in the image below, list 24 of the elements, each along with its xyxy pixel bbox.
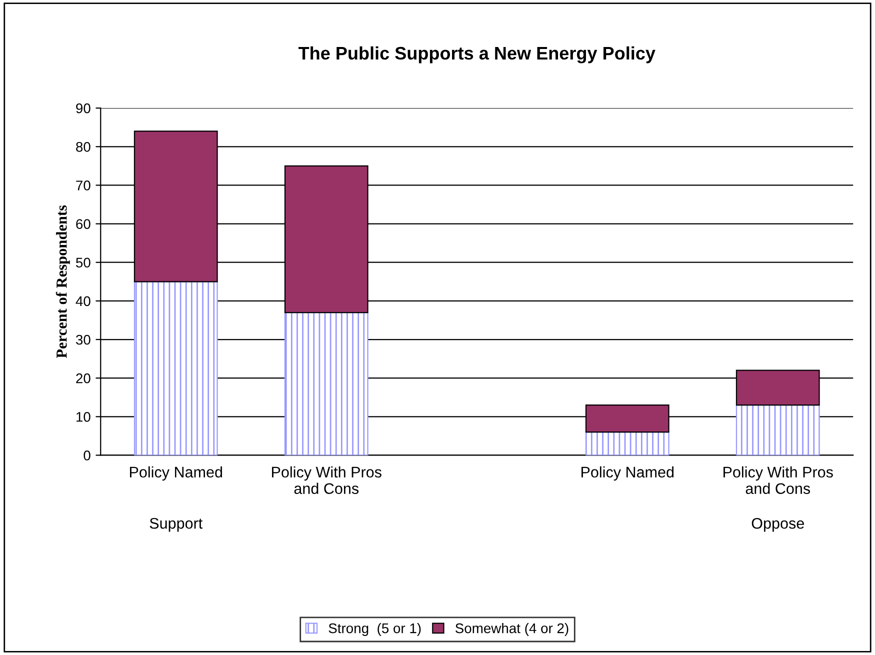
bar (736, 404, 820, 456)
legend-label: Somewhat (4 or 2) (455, 623, 568, 636)
y-axis-title: Percent of Respondents (56, 205, 70, 358)
bar (585, 432, 670, 456)
x-tick-label: Policy With Pros and Cons (272, 466, 382, 494)
y-tick-label: 70 (76, 180, 90, 190)
text: Support (150, 518, 203, 532)
text: Oppose (752, 518, 804, 532)
bar (284, 312, 368, 456)
y-tick-label: 30 (76, 334, 90, 345)
y-tick-label: 80 (76, 142, 90, 152)
y-tick-label: 50 (76, 258, 90, 268)
legend-label: Strong (5 or 1) (328, 623, 421, 636)
y-tick-label: 90 (76, 103, 90, 114)
x-tick-label: Policy Named (130, 466, 222, 481)
y-tick-label: 10 (76, 412, 90, 422)
chart-title: The Public Supports a New Energy Policy (298, 46, 656, 64)
x-tick-label: Policy With Pros and Cons (724, 466, 833, 494)
y-tick-label: 40 (76, 296, 90, 306)
bar (134, 281, 218, 456)
y-tick-label: 60 (76, 219, 90, 229)
x-tick-label: Policy Named (582, 466, 674, 481)
y-tick-label: 20 (76, 373, 90, 384)
y-tick-label: 0 (84, 450, 90, 460)
